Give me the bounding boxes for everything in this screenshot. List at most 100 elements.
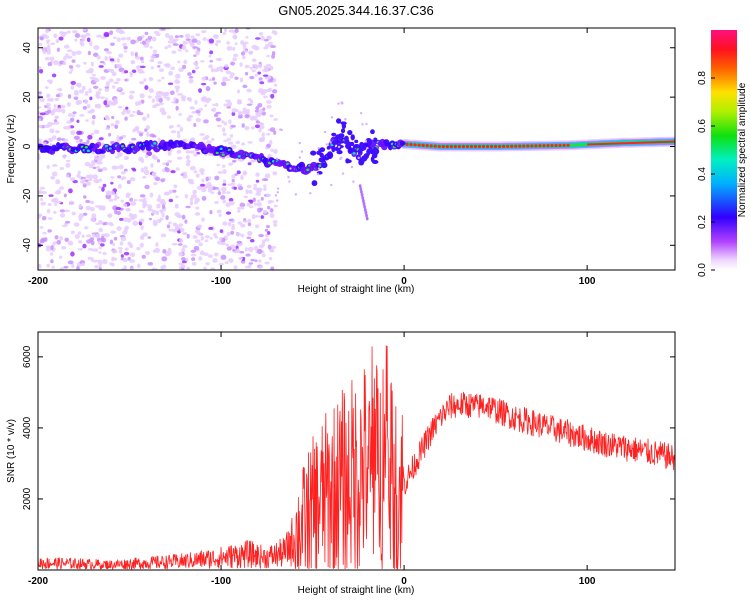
spectral-speckle xyxy=(47,217,53,220)
spectral-speckle xyxy=(101,36,106,39)
spectral-speckle xyxy=(50,176,56,179)
spectral-speckle xyxy=(247,140,253,144)
snr-frame xyxy=(37,331,676,571)
spectral-speckle xyxy=(267,79,273,83)
spectral-speckle xyxy=(67,113,73,117)
spectral-speckle xyxy=(109,68,114,74)
spectral-speckle xyxy=(111,256,115,262)
spectral-speckle xyxy=(177,93,183,96)
spectral-speckle xyxy=(143,203,148,207)
spectral-speckle xyxy=(267,230,271,235)
spectral-speckle xyxy=(88,88,92,94)
spectral-speckle xyxy=(185,155,191,160)
spectral-speckle xyxy=(93,45,100,50)
spectral-speckle xyxy=(113,81,120,85)
spectral-speckle xyxy=(273,222,278,227)
spectral-speckle xyxy=(71,263,75,269)
spectral-speckle xyxy=(59,267,64,270)
spectral-speckle xyxy=(152,49,157,54)
spectral-speckle xyxy=(242,55,246,60)
spectral-speckle xyxy=(205,176,209,182)
spectral-speckle xyxy=(112,85,116,89)
spectral-speckle xyxy=(77,247,84,251)
spectral-speckle xyxy=(279,128,282,131)
spectral-speckle xyxy=(164,166,168,171)
spectral-speckle xyxy=(340,101,343,104)
spectral-peak xyxy=(534,144,538,148)
spectral-blob xyxy=(321,162,328,169)
spectral-speckle xyxy=(82,106,87,110)
spectral-speckle xyxy=(116,37,121,42)
spectral-speckle xyxy=(236,170,241,175)
spectral-speckle xyxy=(262,107,266,111)
spectral-speckle xyxy=(133,127,139,132)
spectral-speckle xyxy=(190,253,197,257)
spectral-speckle xyxy=(134,55,141,60)
spectral-speckle xyxy=(160,233,167,238)
spectral-speckle xyxy=(132,220,139,226)
spectral-peak xyxy=(485,144,490,149)
spectral-speckle xyxy=(175,105,179,111)
spectral-speckle xyxy=(70,130,76,136)
spectral-speckle xyxy=(207,188,213,193)
spectral-speckle xyxy=(68,188,73,194)
spectral-speckle xyxy=(160,265,165,270)
spectral-speckle xyxy=(38,91,42,95)
spectral-speckle xyxy=(231,108,237,113)
spectral-speckle xyxy=(38,189,43,195)
spectral-speckle xyxy=(152,249,157,253)
spectral-speckle xyxy=(191,69,196,74)
spectral-speckle xyxy=(86,104,91,109)
spectral-speckle xyxy=(276,199,279,202)
spectral-speckle xyxy=(184,219,188,224)
spectral-speckle xyxy=(270,45,277,49)
spectral-speckle xyxy=(117,183,122,189)
spectral-speckle xyxy=(241,142,246,146)
spectral-speckle xyxy=(38,138,42,142)
spectral-speckle xyxy=(149,45,153,49)
spectral-speckle xyxy=(47,202,52,207)
spectral-speckle xyxy=(174,223,179,228)
spectral-speckle xyxy=(266,143,271,148)
spectral-speckle xyxy=(152,219,157,224)
spectral-speckle xyxy=(217,188,221,192)
spectral-speckle xyxy=(92,166,97,170)
spectral-speckle xyxy=(98,227,104,233)
spectral-speckle xyxy=(254,259,258,262)
spectral-speckle xyxy=(350,165,354,169)
spectral-speckle xyxy=(235,140,240,145)
spectral-speckle xyxy=(218,262,225,266)
spectral-speckle xyxy=(231,223,235,229)
spectral-speckle xyxy=(173,184,178,189)
spectral-speckle xyxy=(165,215,169,220)
spectral-speckle xyxy=(200,96,206,101)
spectral-speckle xyxy=(226,232,231,237)
spectral-speckle xyxy=(48,79,53,85)
spectral-speckle xyxy=(122,203,128,208)
spectral-speckle xyxy=(180,267,185,270)
spectral-speckle xyxy=(138,100,142,106)
spectral-speckle xyxy=(257,199,261,203)
spectral-speckle xyxy=(226,137,232,141)
colorbar-tick-label: 0.0 xyxy=(697,263,708,277)
spectral-speckle xyxy=(257,248,263,254)
spectral-speckle xyxy=(143,197,147,202)
spectral-speckle xyxy=(269,114,274,118)
spectral-speckle xyxy=(357,156,360,160)
spectral-speckle xyxy=(140,99,145,104)
spectral-speckle xyxy=(129,71,134,75)
spectral-speckle xyxy=(75,50,82,55)
spectral-blob xyxy=(341,122,347,130)
spectral-speckle xyxy=(212,34,219,38)
spectral-speckle xyxy=(102,183,107,188)
spectral-speckle xyxy=(263,38,269,42)
spectral-speckle xyxy=(109,30,114,36)
y-tick-label: 20 xyxy=(22,91,33,103)
spectral-speckle xyxy=(55,130,60,134)
spectral-speckle xyxy=(47,137,54,142)
spectral-speckle xyxy=(323,130,327,134)
spectral-speckle xyxy=(316,173,320,176)
spectral-speckle xyxy=(129,90,135,94)
colorbar-gradient xyxy=(711,30,737,270)
spectral-speckle xyxy=(177,243,183,246)
